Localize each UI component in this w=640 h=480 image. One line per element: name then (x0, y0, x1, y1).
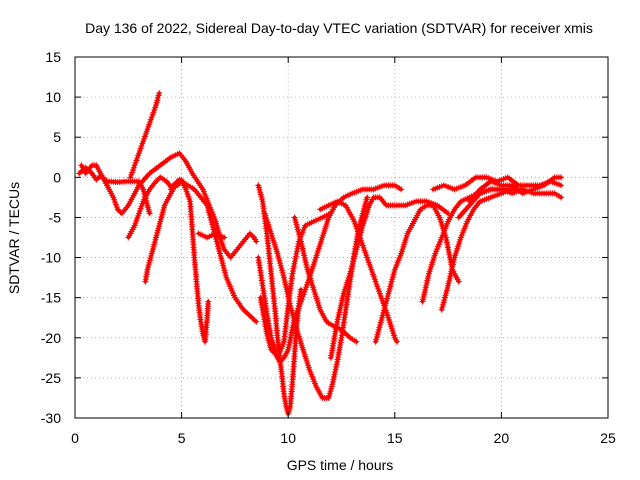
data-point (221, 234, 228, 241)
data-point (205, 298, 212, 305)
y-tick-label: -10 (41, 250, 61, 266)
series-trace-7 (167, 178, 260, 325)
data-point (93, 176, 100, 183)
data-point (558, 182, 565, 189)
data-point (333, 363, 340, 370)
data-point (278, 357, 285, 364)
data-point (246, 230, 253, 237)
x-tick-label: 5 (178, 430, 186, 446)
data-point (279, 356, 286, 363)
data-point (276, 358, 283, 365)
data-point (248, 231, 255, 238)
data-point (331, 373, 338, 380)
data-point (250, 316, 257, 323)
data-point (333, 361, 340, 368)
y-tick-label: -30 (41, 410, 61, 426)
y-tick-label: 15 (45, 49, 61, 65)
x-tick-label: 10 (280, 430, 296, 446)
data-point (174, 182, 181, 189)
data-series (76, 90, 565, 417)
y-tick-label: 10 (45, 89, 61, 105)
data-point (146, 210, 153, 217)
series-line (169, 179, 258, 324)
series-trace-5 (142, 176, 212, 345)
data-point (269, 348, 276, 355)
data-point (117, 209, 124, 216)
data-point (393, 338, 400, 345)
data-point (94, 175, 101, 182)
data-point (154, 177, 161, 184)
data-point (329, 378, 336, 385)
data-point (270, 349, 277, 356)
series-trace-8 (195, 230, 228, 241)
data-point (330, 376, 337, 383)
y-axis-ticks: 15 10 5 0 -5 -10 -15 -20 -25 -30 (41, 49, 608, 426)
plot-frame (74, 56, 609, 419)
data-point (455, 278, 462, 285)
series-trace-2 (78, 162, 142, 217)
series-trace-18 (438, 186, 526, 313)
data-point (364, 194, 371, 201)
data-point (353, 338, 360, 345)
y-tick-label: -15 (41, 290, 61, 306)
chart-title: Day 136 of 2022, Sidereal Day-to-day VTE… (85, 20, 593, 36)
y-tick-label: -20 (41, 330, 61, 346)
data-point (114, 206, 121, 213)
data-point (253, 238, 260, 245)
data-point (331, 371, 338, 378)
grid-lines (75, 57, 608, 418)
data-point (253, 318, 260, 325)
x-tick-label: 15 (387, 430, 403, 446)
x-tick-label: 0 (71, 430, 79, 446)
data-point (175, 181, 182, 188)
data-point (116, 207, 123, 214)
y-axis-label: SDTVAR / TECUs (6, 182, 22, 294)
data-point (248, 314, 255, 321)
x-axis-label: GPS time / hours (287, 457, 394, 473)
data-point (558, 174, 565, 181)
series-trace-21 (466, 174, 565, 205)
data-point (268, 346, 275, 353)
data-point (558, 194, 565, 201)
x-axis-ticks: 0 5 10 15 20 25 (71, 57, 616, 446)
data-point (251, 317, 258, 324)
series-trace-11 (257, 182, 405, 365)
series-trace-4 (127, 90, 163, 181)
x-tick-label: 25 (600, 430, 616, 446)
data-point (153, 178, 160, 185)
y-tick-label: 0 (53, 169, 61, 185)
series-trace-20 (455, 186, 565, 221)
data-point (398, 186, 405, 193)
y-tick-label: -5 (49, 209, 62, 225)
y-tick-label: 5 (53, 129, 61, 145)
data-point (249, 233, 256, 240)
series-trace-6 (135, 150, 260, 261)
data-point (156, 90, 163, 97)
x-tick-label: 20 (494, 430, 510, 446)
data-point (332, 368, 339, 375)
y-tick-label: -25 (41, 370, 61, 386)
data-point (332, 366, 339, 373)
